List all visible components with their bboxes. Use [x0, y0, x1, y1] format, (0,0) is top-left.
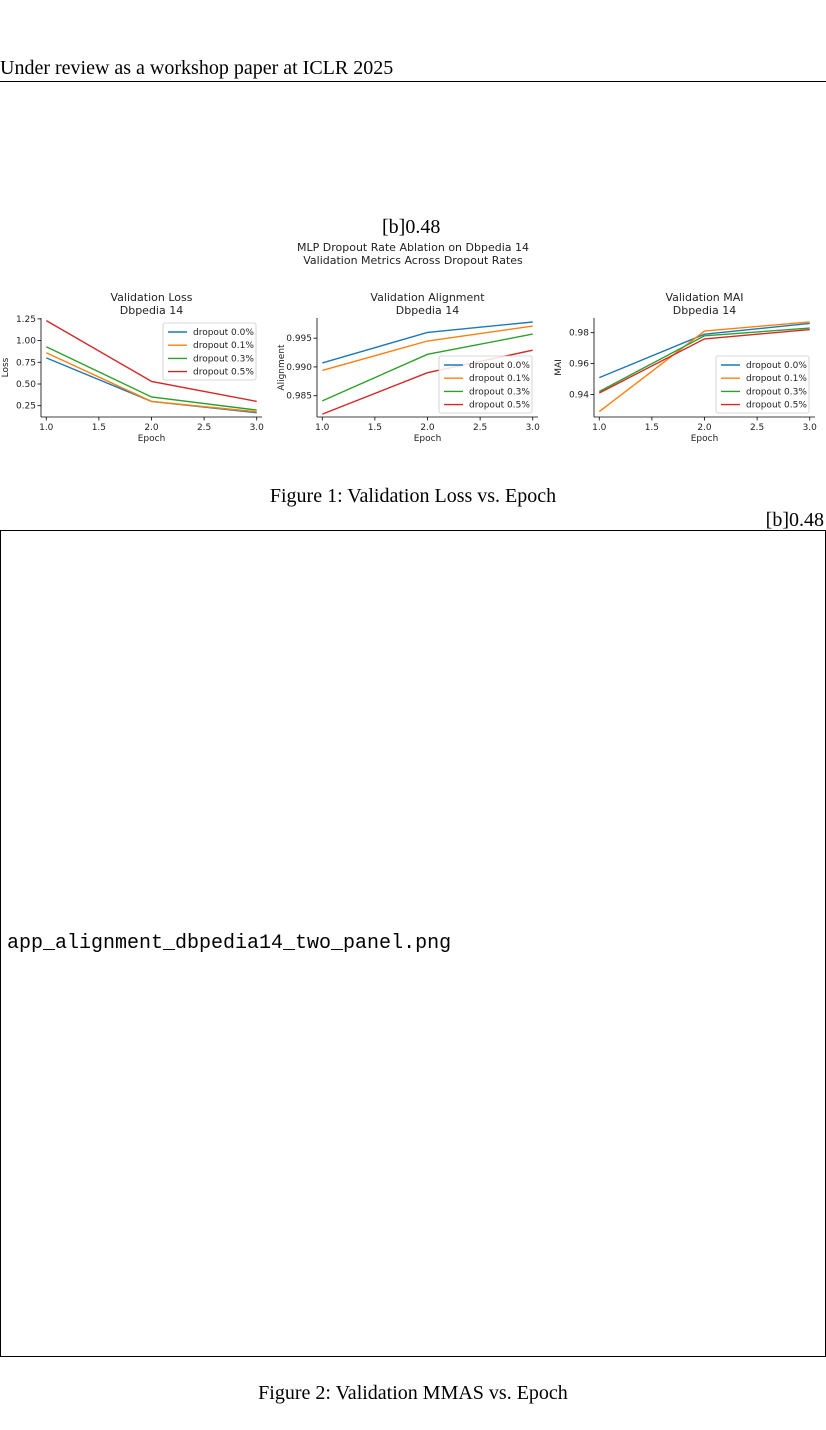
panel-3-y-axis-label: MAI — [554, 359, 564, 376]
legend-label-3: dropout 0.3% — [469, 387, 530, 397]
series-line-2 — [598, 321, 810, 413]
y-tick-label: 0.990 — [286, 363, 312, 373]
series-line-2 — [46, 352, 257, 413]
y-tick-label: 0.995 — [286, 334, 312, 344]
panel-1-y-axis-label: Loss — [1, 357, 11, 377]
legend-label-4: dropout 0.5% — [746, 401, 807, 411]
panel-2-x-axis-label: Epoch — [414, 434, 442, 444]
legend-box — [162, 322, 257, 381]
series-line-4 — [598, 328, 810, 394]
series-line-1 — [599, 322, 810, 379]
x-tick-label: 1.5 — [92, 423, 106, 433]
figure-2-image-placeholder: app_alignment_dbpedia14_two_panel.png — [0, 530, 826, 1357]
series-line-3 — [322, 333, 533, 402]
figure-1-caption: Figure 1: Validation Loss vs. Epoch — [269, 485, 557, 507]
figure-2-caption: Figure 2: Validation MMAS vs. Epoch — [258, 1382, 568, 1404]
y-tick-label: 0.94 — [569, 391, 589, 401]
x-tick-label: 1.5 — [645, 423, 659, 433]
chart-suptitle-line-2: Validation Metrics Across Dropout Rates — [303, 254, 523, 267]
panel-1-x-axis-label: Epoch — [138, 434, 166, 444]
x-tick-label: 1.0 — [315, 423, 330, 433]
panel-3-subtitle: Dbpedia 14 — [673, 304, 736, 317]
x-tick-label: 3.0 — [803, 423, 818, 433]
legend-label-2: dropout 0.1% — [469, 374, 530, 384]
x-tick-label: 3.0 — [526, 423, 541, 433]
panel-2-subtitle: Dbpedia 14 — [396, 304, 459, 317]
y-tick-label: 1.25 — [16, 315, 36, 325]
chart-suptitle-line-1: MLP Dropout Rate Ablation on Dbpedia 14 — [297, 241, 529, 254]
legend-label-1: dropout 0.0% — [746, 361, 807, 371]
legend-box — [438, 355, 533, 414]
x-tick-label: 2.5 — [197, 423, 211, 433]
y-tick-label: 1.00 — [16, 337, 36, 347]
legend-label-4: dropout 0.5% — [193, 368, 254, 378]
y-tick-label: 0.985 — [286, 392, 312, 402]
y-tick-label: 0.75 — [16, 358, 36, 368]
x-tick-label: 3.0 — [250, 423, 265, 433]
y-tick-label: 0.25 — [16, 402, 36, 412]
x-tick-label: 1.0 — [592, 423, 607, 433]
y-tick-label: 0.96 — [569, 360, 589, 370]
subfigure-width-label: [b]0.48 — [382, 216, 441, 238]
panel-2-title: Validation Alignment — [370, 291, 485, 304]
series-line-3 — [45, 346, 257, 411]
panel-1-title: Validation Loss — [111, 291, 193, 304]
legend-label-3: dropout 0.3% — [746, 387, 807, 397]
panel-1-subtitle: Dbpedia 14 — [120, 304, 183, 317]
x-tick-label: 2.0 — [420, 423, 435, 433]
legend-box — [715, 355, 810, 414]
x-tick-label: 1.0 — [39, 423, 54, 433]
header-rule — [0, 81, 826, 82]
x-tick-label: 2.5 — [750, 423, 764, 433]
legend-label-2: dropout 0.1% — [746, 374, 807, 384]
x-tick-label: 1.5 — [368, 423, 382, 433]
legend-label-1: dropout 0.0% — [469, 361, 530, 371]
figure-1-chart: MLP Dropout Rate Ablation on Dbpedia 14V… — [1, 241, 818, 444]
y-tick-label: 0.50 — [16, 380, 36, 390]
series-line-1 — [322, 321, 533, 364]
legend-label-2: dropout 0.1% — [193, 341, 254, 351]
y-tick-label: 0.98 — [569, 329, 589, 339]
running-header: Under review as a workshop paper at ICLR… — [0, 57, 394, 79]
series-line-2 — [322, 325, 533, 372]
panel-3-x-axis-label: Epoch — [691, 434, 719, 444]
panel-2-y-axis-label: Alignment — [277, 344, 287, 391]
legend-label-3: dropout 0.3% — [193, 354, 254, 364]
subfigure-width-label-2: [b]0.48 — [765, 509, 824, 531]
x-tick-label: 2.0 — [144, 423, 159, 433]
series-line-3 — [598, 327, 810, 393]
x-tick-label: 2.0 — [697, 423, 712, 433]
legend-label-1: dropout 0.0% — [193, 328, 254, 338]
legend-label-4: dropout 0.5% — [469, 401, 530, 411]
missing-image-filename: app_alignment_dbpedia14_two_panel.png — [7, 932, 452, 955]
panel-3-title: Validation MAI — [665, 291, 743, 304]
x-tick-label: 2.5 — [473, 423, 487, 433]
